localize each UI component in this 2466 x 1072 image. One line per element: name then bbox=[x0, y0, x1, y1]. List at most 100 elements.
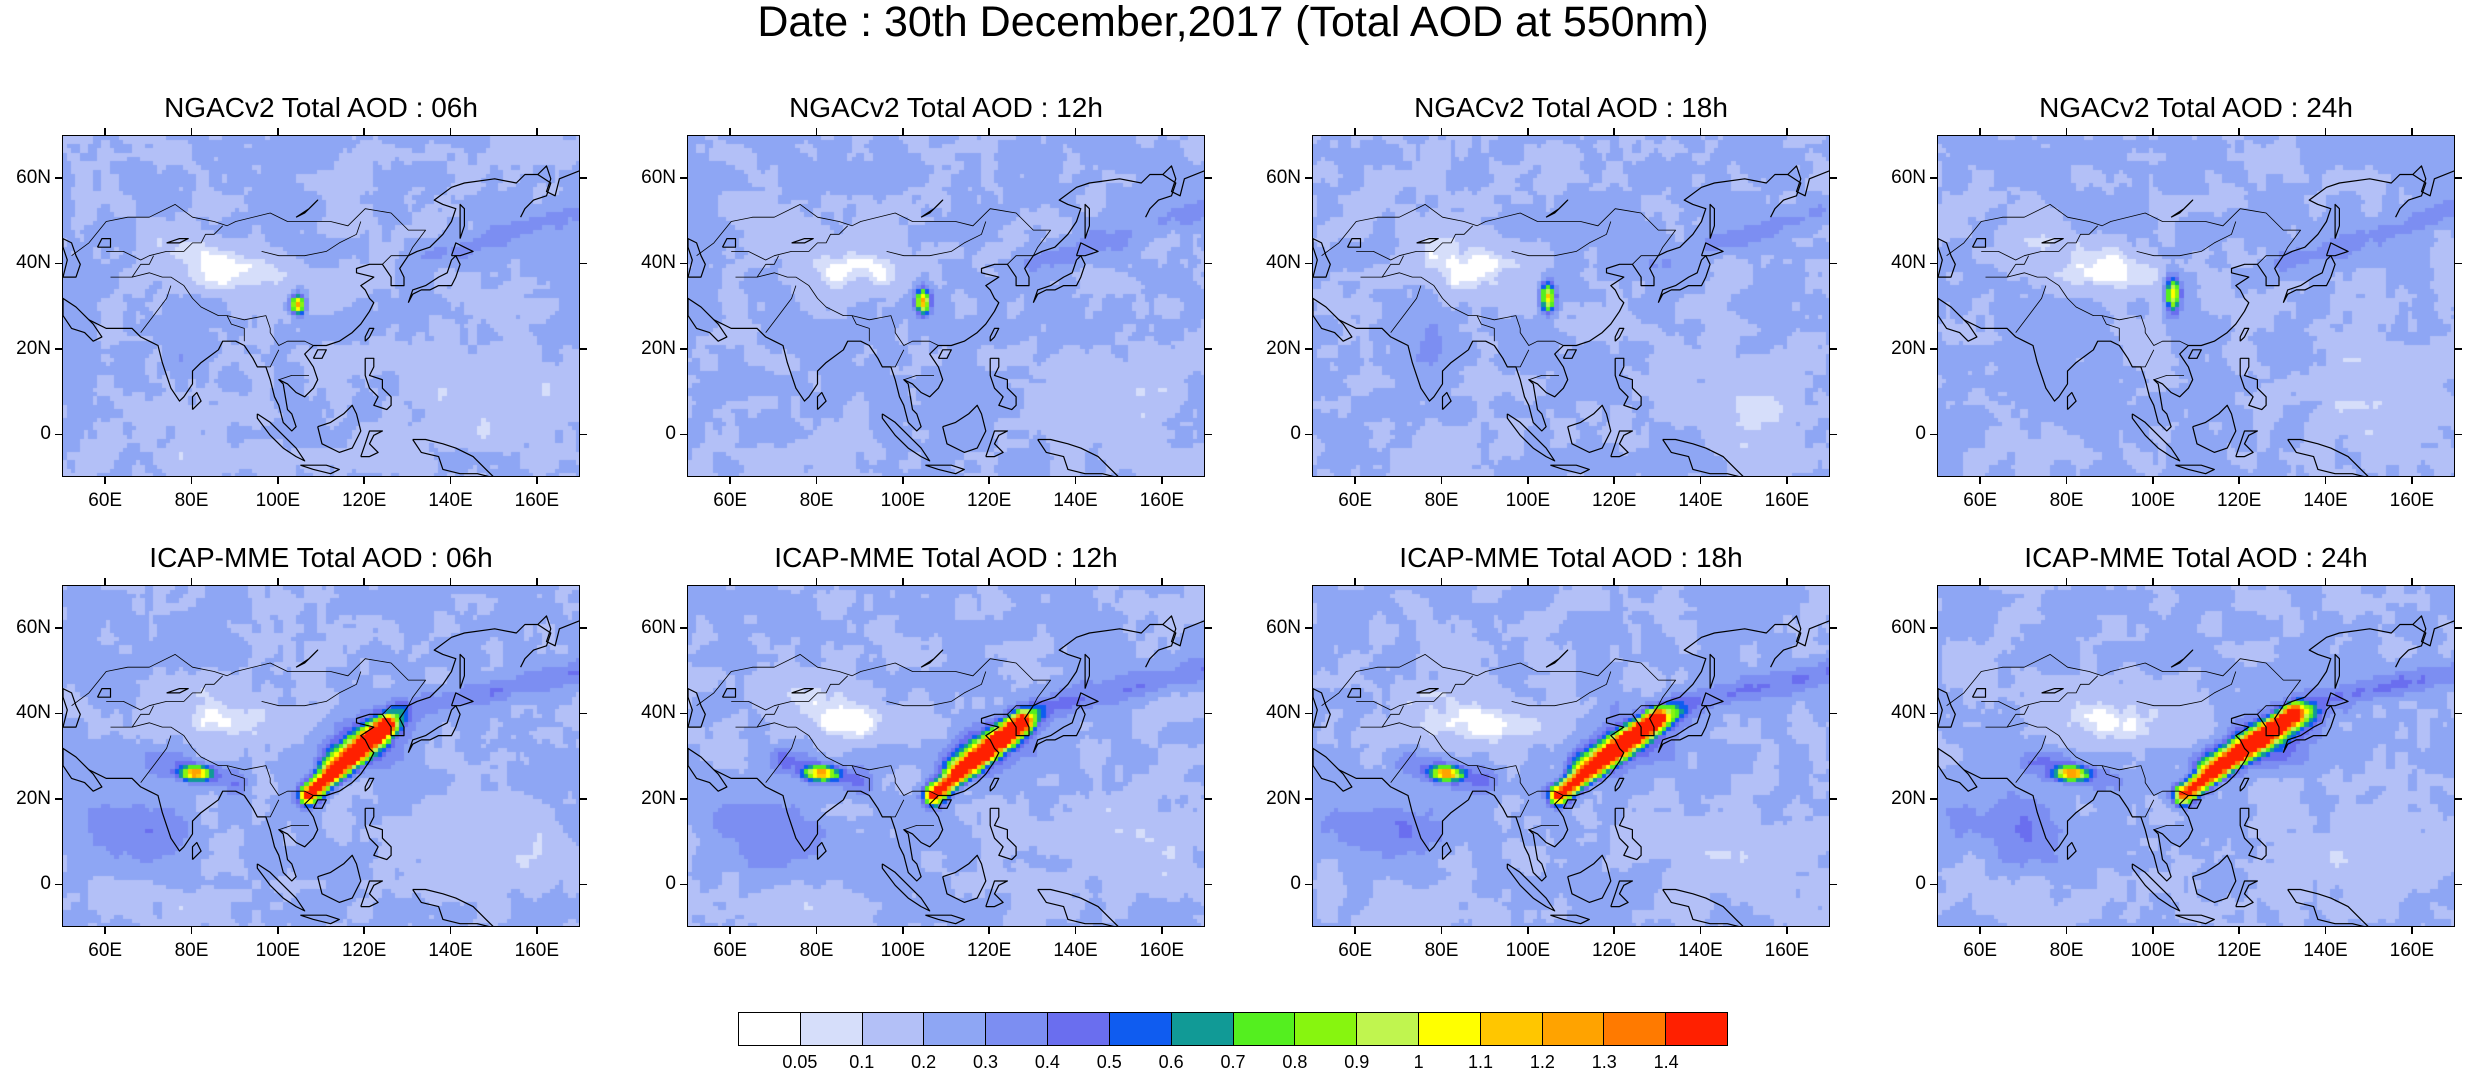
coastline bbox=[1938, 297, 1978, 342]
lat-tick-mark bbox=[2455, 433, 2462, 435]
lon-tick-label: 60E bbox=[88, 490, 123, 511]
lon-tick-mark bbox=[988, 128, 990, 135]
lon-tick-label: 80E bbox=[1424, 490, 1459, 511]
lat-tick-mark bbox=[1830, 627, 1837, 629]
aod-field-raster bbox=[1938, 136, 2454, 476]
lon-tick-label: 160E bbox=[1764, 940, 1810, 961]
coastline bbox=[688, 687, 706, 728]
coastline bbox=[191, 391, 202, 411]
lon-tick-mark bbox=[1699, 477, 1702, 484]
coastline bbox=[63, 297, 103, 342]
lon-tick-mark bbox=[729, 927, 731, 934]
lon-tick-label: 80E bbox=[174, 940, 209, 961]
lon-tick-mark bbox=[104, 128, 106, 135]
coastline bbox=[989, 777, 1000, 792]
coastline bbox=[2066, 391, 2077, 411]
lat-tick-mark bbox=[680, 177, 687, 179]
lat-tick-mark bbox=[1305, 348, 1312, 350]
lon-tick-mark bbox=[2238, 128, 2240, 135]
aod-field-raster bbox=[1938, 586, 2454, 926]
country-border bbox=[106, 675, 223, 711]
colorbar-tick-label: 0.7 bbox=[1220, 1052, 1246, 1072]
colorbar-tick-label: 0.3 bbox=[972, 1052, 999, 1072]
country-border bbox=[1981, 225, 2098, 261]
lon-tick-mark bbox=[1786, 477, 1788, 484]
lat-tick-mark bbox=[1930, 348, 1937, 350]
lat-tick-label: 60N bbox=[1891, 166, 1926, 188]
coastline bbox=[942, 404, 987, 453]
coastline bbox=[300, 464, 340, 475]
coastline bbox=[721, 687, 737, 698]
lon-tick-mark bbox=[277, 927, 279, 934]
lat-tick-label: 20N bbox=[1891, 337, 1926, 359]
lat-tick-mark bbox=[1205, 712, 1212, 714]
coastline bbox=[816, 841, 827, 861]
colorbar-swatch bbox=[1480, 1013, 1543, 1045]
lon-tick-mark bbox=[815, 128, 818, 135]
lat-tick-mark bbox=[1930, 627, 1937, 629]
coastline bbox=[1550, 914, 1590, 925]
country-border bbox=[131, 705, 154, 728]
coastline bbox=[256, 863, 306, 912]
coastline bbox=[942, 854, 987, 903]
lat-tick-mark bbox=[2455, 627, 2462, 629]
lon-tick-mark bbox=[902, 927, 904, 934]
country-border bbox=[1528, 824, 1559, 831]
country-border bbox=[2153, 824, 2184, 831]
lon-tick-mark bbox=[902, 128, 904, 135]
coastline bbox=[1938, 237, 1956, 278]
country-border bbox=[140, 735, 172, 783]
coastline bbox=[1441, 841, 1452, 861]
lon-tick-mark bbox=[1699, 927, 1702, 934]
lat-tick-label: 40N bbox=[16, 702, 51, 724]
lon-tick-mark bbox=[1613, 477, 1615, 484]
country-border bbox=[903, 374, 934, 381]
lon-tick-mark bbox=[1699, 128, 1702, 135]
lat-tick-mark bbox=[1205, 798, 1212, 800]
coastline bbox=[925, 464, 965, 475]
lat-tick-mark bbox=[680, 627, 687, 629]
lon-tick-label: 160E bbox=[1139, 490, 1185, 511]
lon-tick-mark bbox=[2324, 477, 2327, 484]
lat-tick-label: 60N bbox=[641, 616, 676, 638]
coastline bbox=[450, 692, 474, 707]
lon-tick-mark bbox=[1527, 578, 1529, 585]
colorbar-tick-label: 0.5 bbox=[1096, 1052, 1122, 1072]
colorbar-swatch bbox=[1233, 1013, 1296, 1045]
coastline bbox=[1084, 203, 1090, 239]
coastline bbox=[985, 880, 1008, 908]
coastline bbox=[317, 854, 362, 903]
coastline bbox=[1614, 327, 1625, 342]
coastline bbox=[2192, 404, 2237, 453]
country-border bbox=[1632, 255, 1659, 265]
panel-title: ICAP-MME Total AOD : 18h bbox=[1399, 542, 1743, 573]
country-border bbox=[71, 204, 427, 257]
coastline bbox=[1614, 807, 1642, 861]
coastline bbox=[2334, 653, 2340, 689]
coastline bbox=[360, 430, 383, 458]
lat-tick-mark bbox=[1830, 348, 1837, 350]
lat-tick-mark bbox=[55, 262, 62, 264]
lon-tick-mark bbox=[1074, 128, 1077, 135]
lon-tick-mark bbox=[902, 477, 904, 484]
aod-field-raster bbox=[688, 586, 1204, 926]
colorbar-swatch bbox=[800, 1013, 863, 1045]
panel-title: NGACv2 Total AOD : 06h bbox=[164, 92, 478, 123]
lat-tick-mark bbox=[2455, 348, 2462, 350]
lat-tick-mark bbox=[2455, 262, 2462, 264]
aod-map-panel bbox=[687, 585, 1205, 927]
lat-tick-label: 0 bbox=[40, 423, 51, 445]
lon-tick-label: 160E bbox=[514, 490, 560, 511]
coastline bbox=[989, 807, 1017, 861]
lon-tick-mark bbox=[277, 477, 279, 484]
country-border bbox=[261, 221, 362, 257]
colorbar-tick-label: 0.4 bbox=[1034, 1052, 1060, 1072]
lon-tick-mark bbox=[1354, 927, 1356, 934]
lon-tick-label: 120E bbox=[2216, 940, 2262, 961]
lon-tick-mark bbox=[1354, 477, 1356, 484]
lon-tick-label: 60E bbox=[88, 940, 123, 961]
country-border bbox=[2015, 735, 2047, 783]
country-border bbox=[765, 285, 797, 333]
lon-tick-mark bbox=[1979, 128, 1981, 135]
lon-tick-label: 120E bbox=[2216, 490, 2262, 511]
